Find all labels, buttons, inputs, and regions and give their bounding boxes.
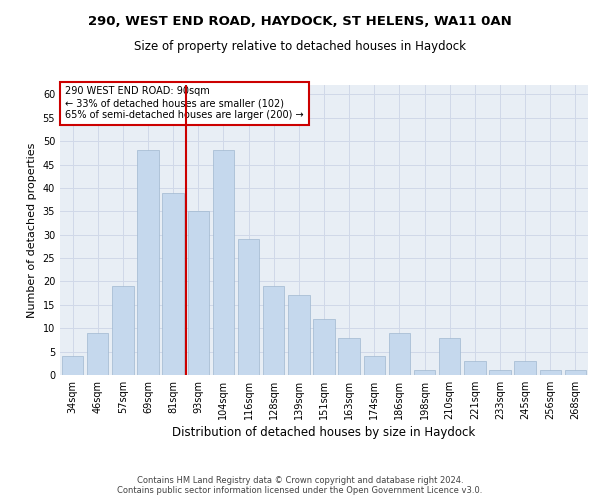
Bar (313, 319, 335, 375)
Bar (439, 338, 460, 375)
Bar (163, 192, 184, 375)
Bar (238, 240, 259, 375)
Bar (213, 150, 234, 375)
Bar (539, 370, 561, 375)
Bar (87, 333, 109, 375)
Bar (338, 338, 360, 375)
Bar (514, 361, 536, 375)
Bar (62, 356, 83, 375)
X-axis label: Distribution of detached houses by size in Haydock: Distribution of detached houses by size … (172, 426, 476, 439)
Bar (490, 370, 511, 375)
Bar (565, 370, 586, 375)
Bar (389, 333, 410, 375)
Text: Size of property relative to detached houses in Haydock: Size of property relative to detached ho… (134, 40, 466, 53)
Y-axis label: Number of detached properties: Number of detached properties (27, 142, 37, 318)
Text: 290 WEST END ROAD: 90sqm
← 33% of detached houses are smaller (102)
65% of semi-: 290 WEST END ROAD: 90sqm ← 33% of detach… (65, 86, 304, 120)
Bar (288, 296, 310, 375)
Bar (464, 361, 485, 375)
Text: Contains HM Land Registry data © Crown copyright and database right 2024.
Contai: Contains HM Land Registry data © Crown c… (118, 476, 482, 495)
Text: 290, WEST END ROAD, HAYDOCK, ST HELENS, WA11 0AN: 290, WEST END ROAD, HAYDOCK, ST HELENS, … (88, 15, 512, 28)
Bar (188, 212, 209, 375)
Bar (137, 150, 158, 375)
Bar (263, 286, 284, 375)
Bar (112, 286, 134, 375)
Bar (414, 370, 435, 375)
Bar (364, 356, 385, 375)
